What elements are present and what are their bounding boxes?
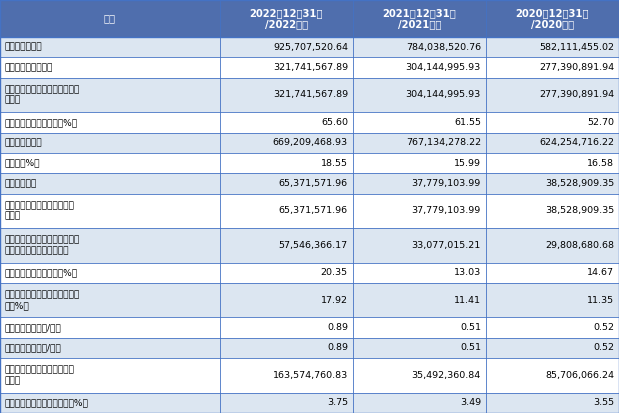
Text: 767,134,278.22: 767,134,278.22 (406, 138, 481, 147)
Text: 0.51: 0.51 (460, 344, 481, 352)
Text: 277,390,891.94: 277,390,891.94 (539, 90, 614, 100)
Text: 29,808,680.68: 29,808,680.68 (545, 241, 614, 250)
Bar (0, 228, 619, 263)
Text: 2020年12月31日
/2020年度: 2020年12月31日 /2020年度 (516, 8, 589, 29)
Text: 归属于母公司所有者的股东权益
（元）: 归属于母公司所有者的股东权益 （元） (5, 85, 80, 104)
Text: 33,077,015.21: 33,077,015.21 (412, 241, 481, 250)
Text: 资产负债率（母公司）（%）: 资产负债率（母公司）（%） (5, 118, 78, 127)
Text: 0.89: 0.89 (327, 323, 348, 332)
Text: 项目: 项目 (104, 14, 116, 24)
Text: 16.58: 16.58 (587, 159, 614, 168)
Text: 营业收入（元）: 营业收入（元） (5, 138, 43, 147)
Bar (0, 112, 619, 133)
Text: 20.35: 20.35 (321, 268, 348, 277)
Text: 38,528,909.35: 38,528,909.35 (545, 206, 614, 216)
Text: 17.92: 17.92 (321, 296, 348, 305)
Text: 669,209,468.93: 669,209,468.93 (273, 138, 348, 147)
Text: 37,779,103.99: 37,779,103.99 (412, 179, 481, 188)
Text: 11.35: 11.35 (587, 296, 614, 305)
Text: 925,707,520.64: 925,707,520.64 (273, 43, 348, 52)
Text: 净利润（元）: 净利润（元） (5, 179, 37, 188)
Bar (0, 37, 619, 57)
Text: 624,254,716.22: 624,254,716.22 (539, 138, 614, 147)
Text: 61.55: 61.55 (454, 118, 481, 127)
Text: 65,371,571.96: 65,371,571.96 (279, 206, 348, 216)
Text: 277,390,891.94: 277,390,891.94 (539, 63, 614, 72)
Text: 归属于母公司所有者的净利润
（元）: 归属于母公司所有者的净利润 （元） (5, 201, 75, 221)
Bar (0, 0, 619, 37)
Text: 0.52: 0.52 (593, 323, 614, 332)
Bar (0, 393, 619, 413)
Text: 784,038,520.76: 784,038,520.76 (406, 43, 481, 52)
Text: 35,492,360.84: 35,492,360.84 (412, 371, 481, 380)
Text: 13.03: 13.03 (454, 268, 481, 277)
Text: 85,706,066.24: 85,706,066.24 (545, 371, 614, 380)
Text: 基本每股收益（元/股）: 基本每股收益（元/股） (5, 323, 62, 332)
Text: 14.67: 14.67 (587, 268, 614, 277)
Bar (0, 133, 619, 153)
Text: 57,546,366.17: 57,546,366.17 (279, 241, 348, 250)
Bar (0, 283, 619, 318)
Text: 304,144,995.93: 304,144,995.93 (405, 90, 481, 100)
Text: 18.55: 18.55 (321, 159, 348, 168)
Text: 2022年12月31日
/2022年度: 2022年12月31日 /2022年度 (249, 8, 323, 29)
Text: 11.41: 11.41 (454, 296, 481, 305)
Text: 321,741,567.89: 321,741,567.89 (273, 63, 348, 72)
Text: 稀释每股收益（元/股）: 稀释每股收益（元/股） (5, 344, 62, 352)
Text: 资产总计（元）: 资产总计（元） (5, 43, 43, 52)
Text: 经营活动产生的现金流量净额
（元）: 经营活动产生的现金流量净额 （元） (5, 366, 75, 385)
Bar (0, 263, 619, 283)
Bar (0, 338, 619, 358)
Bar (0, 173, 619, 194)
Text: 0.52: 0.52 (593, 344, 614, 352)
Bar (0, 194, 619, 228)
Text: 股东权益合计（元）: 股东权益合计（元） (5, 63, 53, 72)
Text: 15.99: 15.99 (454, 159, 481, 168)
Text: 加权平均净资产收益率（%）: 加权平均净资产收益率（%） (5, 268, 78, 277)
Text: 0.51: 0.51 (460, 323, 481, 332)
Text: 3.55: 3.55 (593, 398, 614, 407)
Text: 582,111,455.02: 582,111,455.02 (539, 43, 614, 52)
Text: 2021年12月31日
/2021年度: 2021年12月31日 /2021年度 (383, 8, 456, 29)
Text: 321,741,567.89: 321,741,567.89 (273, 90, 348, 100)
Text: 52.70: 52.70 (587, 118, 614, 127)
Text: 研发投入占营业收入的比例（%）: 研发投入占营业收入的比例（%） (5, 398, 89, 407)
Text: 扣除非经常性损益后净资产收益
率（%）: 扣除非经常性损益后净资产收益 率（%） (5, 290, 80, 310)
Text: 304,144,995.93: 304,144,995.93 (405, 63, 481, 72)
Bar (0, 318, 619, 338)
Text: 毛利率（%）: 毛利率（%） (5, 159, 40, 168)
Text: 37,779,103.99: 37,779,103.99 (412, 206, 481, 216)
Text: 0.89: 0.89 (327, 344, 348, 352)
Text: 65.60: 65.60 (321, 118, 348, 127)
Text: 3.75: 3.75 (327, 398, 348, 407)
Text: 38,528,909.35: 38,528,909.35 (545, 179, 614, 188)
Bar (0, 153, 619, 173)
Text: 3.49: 3.49 (460, 398, 481, 407)
Text: 163,574,760.83: 163,574,760.83 (272, 371, 348, 380)
Text: 65,371,571.96: 65,371,571.96 (279, 179, 348, 188)
Text: 归属于母公司所有者的扣除非经
常性损益后的净利润（元）: 归属于母公司所有者的扣除非经 常性损益后的净利润（元） (5, 236, 80, 255)
Bar (0, 78, 619, 112)
Bar (0, 358, 619, 393)
Bar (0, 57, 619, 78)
